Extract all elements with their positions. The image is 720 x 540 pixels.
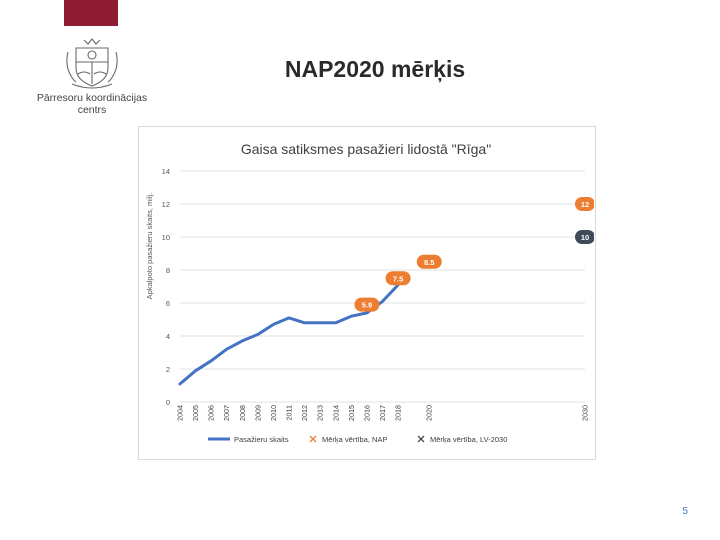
target-marker-label: 12 bbox=[581, 200, 589, 209]
x-tick-label: 2018 bbox=[394, 405, 403, 421]
x-tick-label: 2014 bbox=[331, 405, 340, 421]
y-tick-label: 12 bbox=[162, 200, 170, 209]
x-tick-label: 2020 bbox=[425, 405, 434, 421]
target-marker: 7.5 bbox=[385, 271, 411, 286]
x-tick-label: 2006 bbox=[207, 405, 216, 421]
target-marker-bubble bbox=[416, 254, 442, 269]
legend-swatch-cross bbox=[417, 435, 425, 443]
target-marker-bubble bbox=[575, 230, 594, 244]
legend-entry: Mērķa vērtība, LV-2030 bbox=[417, 435, 507, 444]
chart-frame bbox=[138, 126, 596, 460]
x-tick-label: 2016 bbox=[362, 405, 371, 421]
target-marker-label: 10 bbox=[581, 233, 589, 242]
x-tick-label: 2009 bbox=[253, 405, 262, 421]
organization-name: Pārresoru koordinācijas centrs bbox=[30, 92, 154, 116]
legend-entry: Mērķa vērtība, NAP bbox=[309, 435, 387, 444]
x-tick-label: 2004 bbox=[176, 405, 185, 421]
organization-name-line1: Pārresoru koordinācijas bbox=[36, 92, 148, 104]
page-number: 5 bbox=[682, 506, 688, 517]
legend-label: Mērķa vērtība, NAP bbox=[322, 435, 387, 444]
target-marker-bubble bbox=[575, 197, 594, 211]
target-marker: 10 bbox=[575, 230, 594, 244]
y-tick-label: 2 bbox=[166, 365, 170, 374]
x-tick-label: 2011 bbox=[285, 405, 294, 420]
target-marker-label: 7.5 bbox=[393, 274, 403, 283]
x-tick-label: 2007 bbox=[222, 405, 231, 421]
legend-label: Pasažieru skaits bbox=[234, 435, 289, 444]
series-line-passengers bbox=[178, 283, 400, 386]
target-marker-label: 8.5 bbox=[424, 258, 434, 267]
chart-title: Gaisa satiksmes pasažieri lidostā "Rīga" bbox=[241, 141, 491, 157]
y-tick-label: 4 bbox=[166, 332, 170, 341]
legend-swatch-cross bbox=[309, 435, 317, 443]
y-tick-label: 6 bbox=[166, 299, 170, 308]
x-tick-label: 2012 bbox=[300, 405, 309, 421]
y-axis-label: Apkalpoto pasažieru skaits, milj. bbox=[145, 193, 154, 300]
y-tick-label: 0 bbox=[166, 398, 170, 407]
legend-entry: Pasažieru skaits bbox=[208, 435, 289, 444]
target-marker-bubble bbox=[354, 297, 380, 312]
brand-color-band bbox=[64, 0, 118, 26]
x-tick-label: 2005 bbox=[191, 405, 200, 421]
x-tick-label: 2017 bbox=[378, 405, 387, 421]
x-tick-label: 2013 bbox=[316, 405, 325, 421]
organization-name-line2: centrs bbox=[77, 104, 107, 116]
y-tick-label: 8 bbox=[166, 266, 170, 275]
slide-title: NAP2020 mērķis bbox=[284, 56, 466, 82]
y-tick-label: 14 bbox=[162, 167, 170, 176]
y-tick-label: 10 bbox=[162, 233, 170, 242]
target-marker: 5.9 bbox=[354, 297, 380, 312]
target-marker: 12 bbox=[575, 197, 594, 211]
latvia-coat-of-arms-icon bbox=[66, 38, 118, 89]
x-tick-label: 2008 bbox=[238, 405, 247, 421]
target-marker: 8.5 bbox=[416, 254, 442, 269]
x-tick-label: 2030 bbox=[581, 405, 590, 421]
target-marker-bubble bbox=[385, 271, 411, 286]
target-marker-label: 5.9 bbox=[362, 301, 372, 310]
x-tick-label: 2010 bbox=[269, 405, 278, 421]
passenger-chart: Gaisa satiksmes pasažieri lidostā "Rīga"… bbox=[145, 141, 594, 444]
legend-label: Mērķa vērtība, LV-2030 bbox=[430, 435, 507, 444]
x-tick-label: 2015 bbox=[347, 405, 356, 421]
